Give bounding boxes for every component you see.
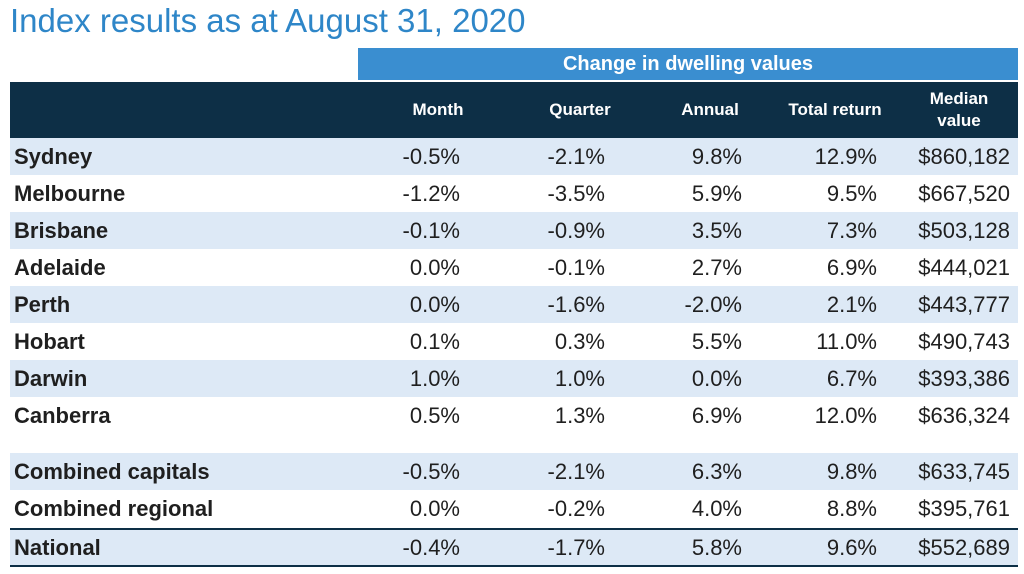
table-row: Brisbane -0.1% -0.9% 3.5% 7.3% $503,128: [10, 212, 1018, 249]
cell-annual: 6.3%: [691, 459, 742, 484]
cell-month: 0.5%: [409, 403, 460, 428]
cell-annual: 5.9%: [691, 181, 742, 206]
col-header-month: Month: [412, 100, 464, 119]
row-label: Canberra: [14, 403, 111, 428]
cell-annual: 0.0%: [691, 366, 742, 391]
row-label: Brisbane: [14, 218, 109, 243]
median-line-1: Median: [929, 89, 989, 108]
cell-annual: 5.5%: [691, 329, 742, 354]
cell-quarter: -2.1%: [547, 459, 605, 484]
cell-total-return: 9.8%: [826, 459, 877, 484]
cell-annual: 5.8%: [691, 535, 742, 560]
table-bottom-rule: [10, 565, 1018, 567]
row-label: Combined regional: [14, 496, 214, 521]
cell-median-value: $860,182: [918, 144, 1010, 169]
cell-annual: 6.9%: [691, 403, 742, 428]
cell-month: 0.0%: [409, 292, 460, 317]
cell-month: 1.0%: [409, 366, 460, 391]
table-row: Perth 0.0% -1.6% -2.0% 2.1% $443,777: [10, 286, 1018, 323]
row-label: Darwin: [14, 366, 88, 391]
table-row: Canberra 0.5% 1.3% 6.9% 12.0% $636,324: [10, 397, 1018, 434]
cell-median-value: $552,689: [918, 535, 1010, 560]
table-row: National -0.4% -1.7% 5.8% 9.6% $552,689: [10, 529, 1018, 566]
page-title: Index results as at August 31, 2020: [10, 2, 526, 39]
cell-quarter: -0.2%: [547, 496, 605, 521]
cell-annual: 9.8%: [691, 144, 742, 169]
cell-median-value: $444,021: [918, 255, 1010, 280]
cell-annual: -2.0%: [684, 292, 742, 317]
cell-median-value: $636,324: [918, 403, 1010, 428]
cell-total-return: 2.1%: [826, 292, 877, 317]
row-label: Adelaide: [14, 255, 106, 280]
cell-total-return: 6.9%: [826, 255, 877, 280]
cell-month: 0.0%: [409, 496, 460, 521]
cell-median-value: $633,745: [918, 459, 1010, 484]
cell-quarter: 0.3%: [554, 329, 605, 354]
cell-total-return: 9.5%: [826, 181, 877, 206]
cell-total-return: 8.8%: [826, 496, 877, 521]
row-label: National: [14, 535, 101, 560]
row-label: Hobart: [14, 329, 85, 354]
col-header-median-value: Median value: [900, 82, 1018, 138]
table-row: Combined capitals -0.5% -2.1% 6.3% 9.8% $633,…: [10, 453, 1018, 490]
col-header-annual: Annual: [681, 100, 739, 119]
cell-total-return: 6.7%: [826, 366, 877, 391]
cell-total-return: 9.6%: [826, 535, 877, 560]
col-header-total-return: Total return: [788, 100, 882, 119]
cell-month: -0.5%: [402, 459, 460, 484]
col-header-quarter: Quarter: [549, 100, 611, 119]
cell-annual: 3.5%: [691, 218, 742, 243]
row-label: Sydney: [14, 144, 93, 169]
cell-median-value: $443,777: [918, 292, 1010, 317]
table-row: Combined regional 0.0% -0.2% 4.0% 8.8% $395,7…: [10, 490, 1018, 527]
table-row: Adelaide 0.0% -0.1% 2.7% 6.9% $444,021: [10, 249, 1018, 286]
table-row: Sydney -0.5% -2.1% 9.8% 12.9% $860,182: [10, 138, 1018, 175]
cell-median-value: $393,386: [918, 366, 1010, 391]
cell-median-value: $667,520: [918, 181, 1010, 206]
cell-month: 0.0%: [409, 255, 460, 280]
table-row: Hobart 0.1% 0.3% 5.5% 11.0% $490,743: [10, 323, 1018, 360]
table-header: Month Quarter Annual Total return Median…: [10, 82, 1018, 138]
row-label: Melbourne: [14, 181, 126, 206]
cell-quarter: -2.1%: [547, 144, 605, 169]
cell-total-return: 12.0%: [814, 403, 877, 428]
cell-quarter: -0.9%: [547, 218, 605, 243]
cell-quarter: -1.7%: [547, 535, 605, 560]
median-line-2: value: [937, 111, 981, 130]
cell-month: -0.1%: [402, 218, 460, 243]
cell-annual: 2.7%: [691, 255, 742, 280]
cell-month: -1.2%: [402, 181, 460, 206]
row-label: Combined capitals: [14, 459, 210, 484]
cell-median-value: $490,743: [918, 329, 1010, 354]
cell-month: -0.5%: [402, 144, 460, 169]
table-body: Sydney -0.5% -2.1% 9.8% 12.9% $860,182 Melbour…: [10, 138, 1018, 568]
cell-total-return: 11.0%: [816, 329, 877, 354]
national-top-rule: [10, 528, 1018, 530]
cell-quarter: -1.6%: [547, 292, 605, 317]
cell-total-return: 12.9%: [814, 144, 877, 169]
cell-quarter: -0.1%: [547, 255, 605, 280]
cell-quarter: 1.3%: [554, 403, 605, 428]
change-in-dwelling-values-header: Change in dwelling values: [358, 48, 1018, 80]
table-row: Melbourne -1.2% -3.5% 5.9% 9.5% $667,520: [10, 175, 1018, 212]
cell-quarter: 1.0%: [554, 366, 605, 391]
cell-annual: 4.0%: [691, 496, 742, 521]
cell-month: 0.1%: [409, 329, 460, 354]
cell-month: -0.4%: [402, 535, 460, 560]
cell-quarter: -3.5%: [547, 181, 605, 206]
row-label: Perth: [14, 292, 71, 317]
cell-median-value: $503,128: [918, 218, 1010, 243]
cell-total-return: 7.3%: [826, 218, 877, 243]
cell-median-value: $395,761: [918, 496, 1010, 521]
table-row: Darwin 1.0% 1.0% 0.0% 6.7% $393,386: [10, 360, 1018, 397]
